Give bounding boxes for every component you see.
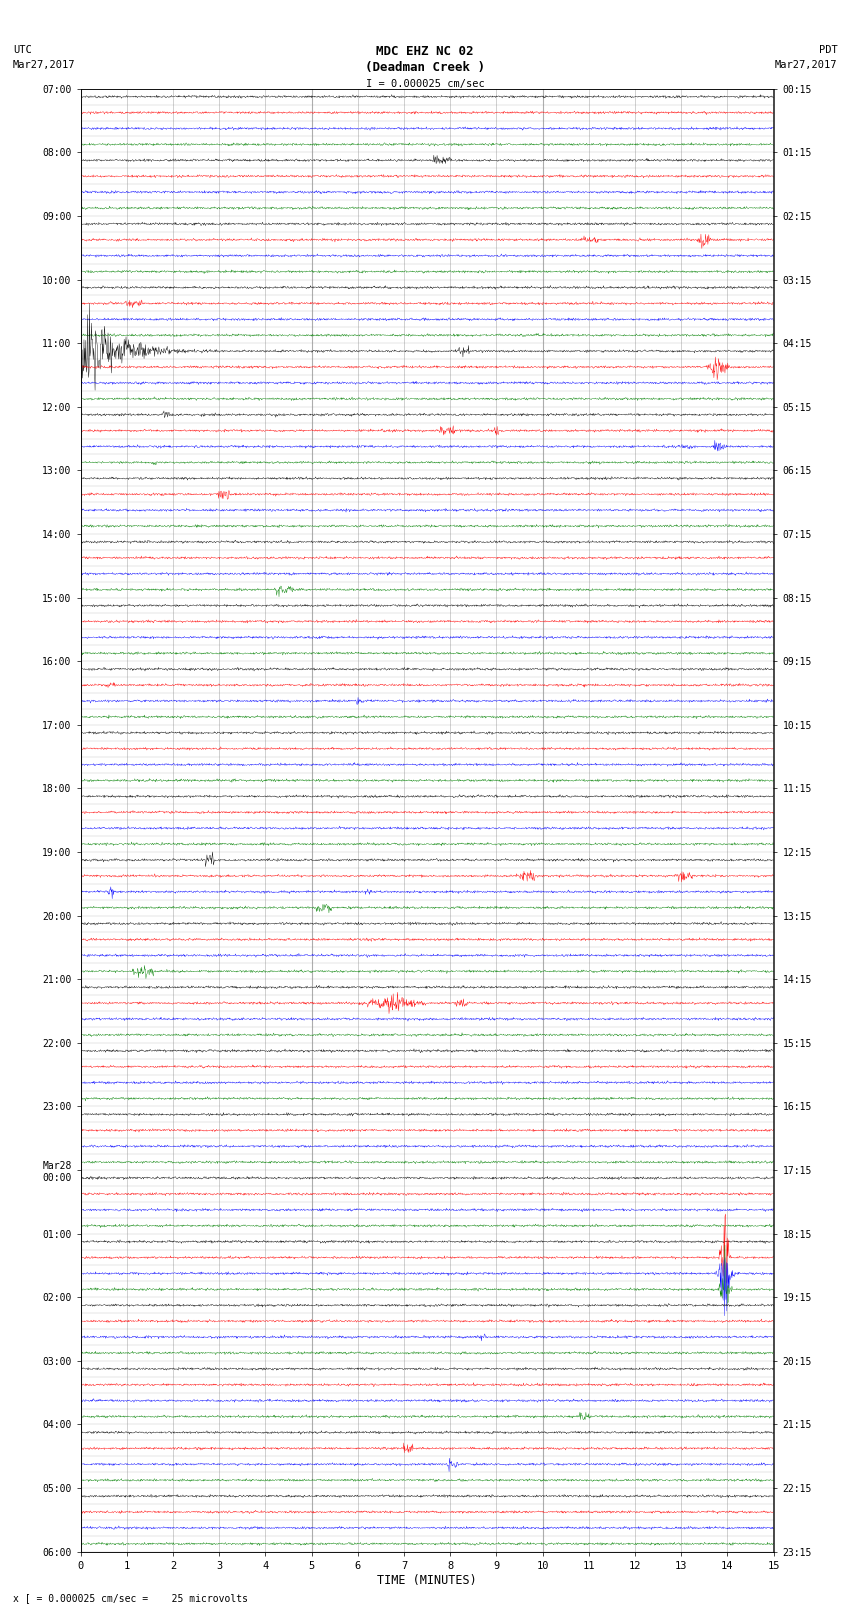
Text: Mar27,2017: Mar27,2017 (13, 60, 76, 69)
Text: UTC: UTC (13, 45, 31, 55)
Text: (Deadman Creek ): (Deadman Creek ) (365, 61, 485, 74)
Text: x [ = 0.000025 cm/sec =    25 microvolts: x [ = 0.000025 cm/sec = 25 microvolts (13, 1594, 247, 1603)
Text: I = 0.000025 cm/sec: I = 0.000025 cm/sec (366, 79, 484, 89)
Text: Mar27,2017: Mar27,2017 (774, 60, 837, 69)
X-axis label: TIME (MINUTES): TIME (MINUTES) (377, 1574, 477, 1587)
Text: PDT: PDT (819, 45, 837, 55)
Text: MDC EHZ NC 02: MDC EHZ NC 02 (377, 45, 473, 58)
